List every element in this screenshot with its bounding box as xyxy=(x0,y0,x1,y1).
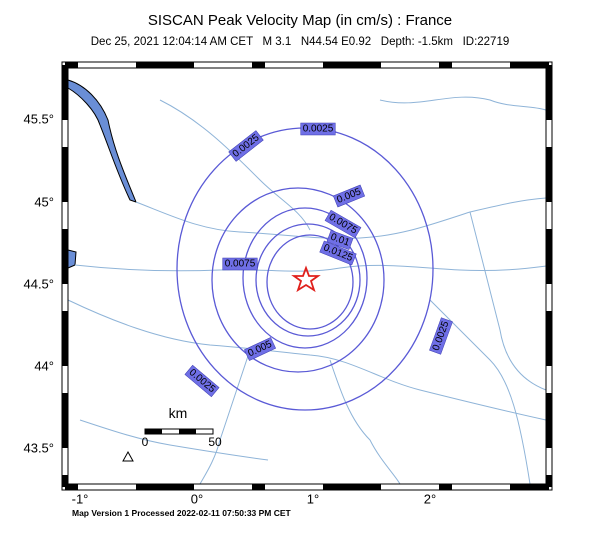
contour-0.01 xyxy=(255,223,361,337)
contour-label: 0.01 xyxy=(326,230,354,250)
contour-label-box xyxy=(228,130,264,162)
scale-bar-seg xyxy=(145,429,162,434)
scale-bar-seg xyxy=(179,429,196,434)
contour-label-box xyxy=(324,209,362,239)
x-axis-label: -1° xyxy=(72,491,89,506)
frame xyxy=(61,61,553,491)
y-axis-label: 45° xyxy=(34,194,54,209)
title: SISCAN Peak Velocity Map (in cm/s) : Fra… xyxy=(148,12,452,29)
map-background xyxy=(68,68,546,484)
x-axis-label: 0° xyxy=(191,491,203,506)
rivers xyxy=(67,96,547,485)
contour-0.0075 xyxy=(242,207,368,349)
x-axis-label: 2° xyxy=(424,491,436,506)
contour-label: 0.0025 xyxy=(300,122,336,136)
scale-label: 0 xyxy=(142,435,149,449)
y-axis-label: 44° xyxy=(34,358,54,373)
y-axis-label: 43.5° xyxy=(23,440,54,455)
contour-label-box xyxy=(222,257,258,271)
contour-label-box xyxy=(319,240,357,266)
contour-label-box xyxy=(332,184,366,208)
contour-label-box xyxy=(429,317,453,355)
axes: 45.5° 45° 44.5° 44° 43.5° -1° 0° 1° 2° xyxy=(23,111,436,506)
station xyxy=(122,450,134,462)
contour-label: 0.0075 xyxy=(222,257,258,271)
footer: Map Version 1 Processed 2022-02-11 07:50… xyxy=(72,508,292,518)
epicenter xyxy=(291,265,321,293)
water xyxy=(67,249,77,269)
scale-label: 50 xyxy=(208,435,222,449)
map-area: 0.00250.00250.00250.00250.0050.0050.0075… xyxy=(67,68,547,485)
subtitle: Dec 25, 2021 12:04:14 AM CET M 3.1 N44.5… xyxy=(91,36,510,48)
scale-title: km xyxy=(169,405,188,421)
y-axis-label: 45.5° xyxy=(23,111,54,126)
contour-label-box xyxy=(184,364,220,398)
contour-0.0125 xyxy=(266,234,354,330)
contour-label-box xyxy=(243,337,277,361)
contour-0.005 xyxy=(211,187,385,373)
contour-label-box xyxy=(326,230,354,250)
contours xyxy=(176,127,434,411)
contour-label-box xyxy=(300,122,336,136)
y-axis-label: 44.5° xyxy=(23,276,54,291)
contour-label-text: 0.0075 xyxy=(225,259,256,270)
x-axis-label: 1° xyxy=(307,491,319,506)
contour-label-text: 0.0025 xyxy=(303,124,334,135)
estuary xyxy=(67,79,137,203)
